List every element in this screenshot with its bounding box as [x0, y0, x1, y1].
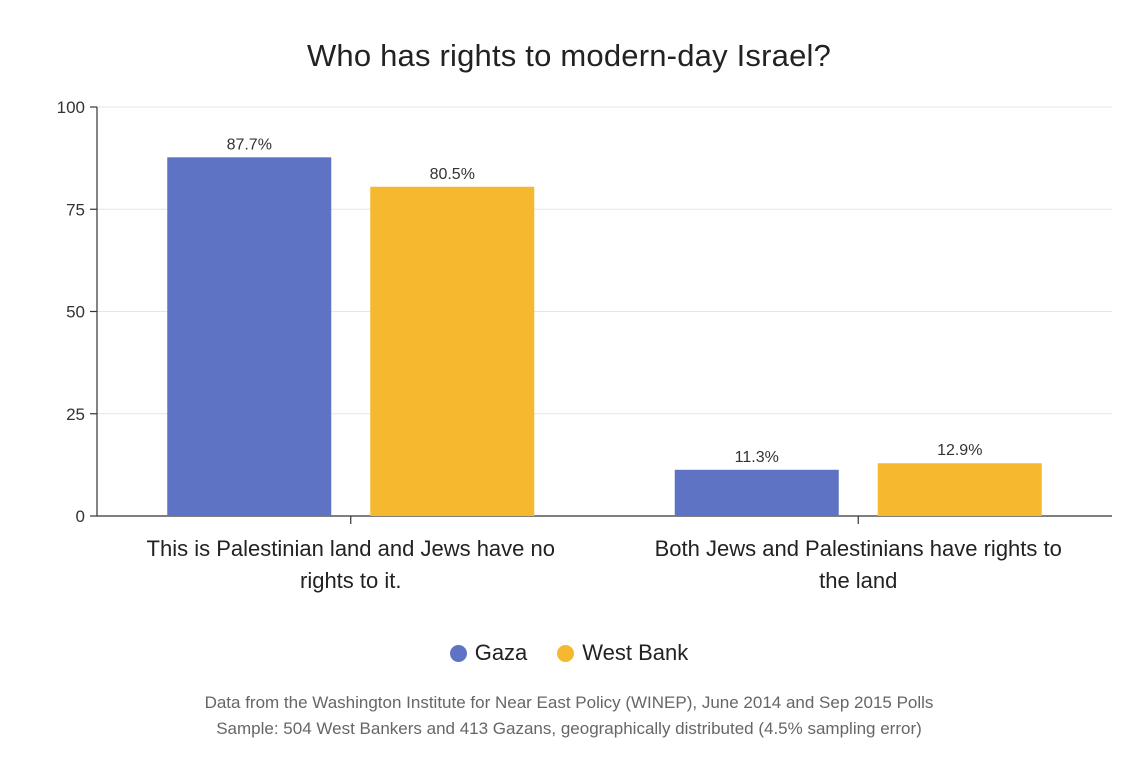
legend-item-gaza[interactable]: Gaza	[449, 640, 528, 666]
bars	[167, 157, 1042, 516]
x-category-label: Both Jews and Palestinians have rights t…	[655, 536, 1062, 561]
chart-source-note: Data from the Washington Institute for N…	[0, 690, 1138, 742]
legend-swatch-gaza	[449, 644, 467, 662]
x-category-label: This is Palestinian land and Jews have n…	[147, 536, 555, 561]
y-tick-label: 50	[66, 303, 85, 322]
category-labels: This is Palestinian land and Jews have n…	[147, 536, 1062, 593]
x-category-label: the land	[819, 568, 897, 593]
data-labels: 87.7% 80.5% 11.3% 12.9%	[227, 136, 983, 465]
data-label-west-bank: 12.9%	[937, 442, 982, 459]
legend-label-west-bank: West Bank	[582, 640, 689, 665]
y-tick-label: 75	[66, 200, 85, 219]
data-label-gaza: 11.3%	[735, 449, 779, 466]
bar-chart: 0 25 50 75 100 87.7% 80.5% 11.3% 12.9% This is …	[57, 98, 1112, 593]
legend-item-west-bank[interactable]: West Bank	[557, 640, 688, 666]
y-tick-label: 0	[76, 507, 85, 526]
legend-label-gaza: Gaza	[474, 640, 528, 665]
bar-gaza	[167, 157, 332, 516]
data-label-gaza: 87.7%	[227, 136, 272, 153]
bar-west-bank	[877, 463, 1042, 516]
legend-swatch-west-bank	[557, 644, 575, 662]
bar-gaza	[674, 469, 839, 516]
source-line: Data from the Washington Institute for N…	[204, 693, 934, 712]
x-category-label: rights to it.	[300, 568, 401, 593]
data-label-west-bank: 80.5%	[430, 166, 475, 183]
chart-title: Who has rights to modern-day Israel?	[306, 38, 832, 73]
y-tick-label: 100	[57, 98, 85, 117]
sample-line: Sample: 504 West Bankers and 413 Gazans,…	[216, 719, 922, 738]
y-tick-label: 25	[66, 405, 85, 424]
bar-west-bank	[370, 186, 535, 516]
legend: Gaza West Bank	[0, 640, 1138, 666]
